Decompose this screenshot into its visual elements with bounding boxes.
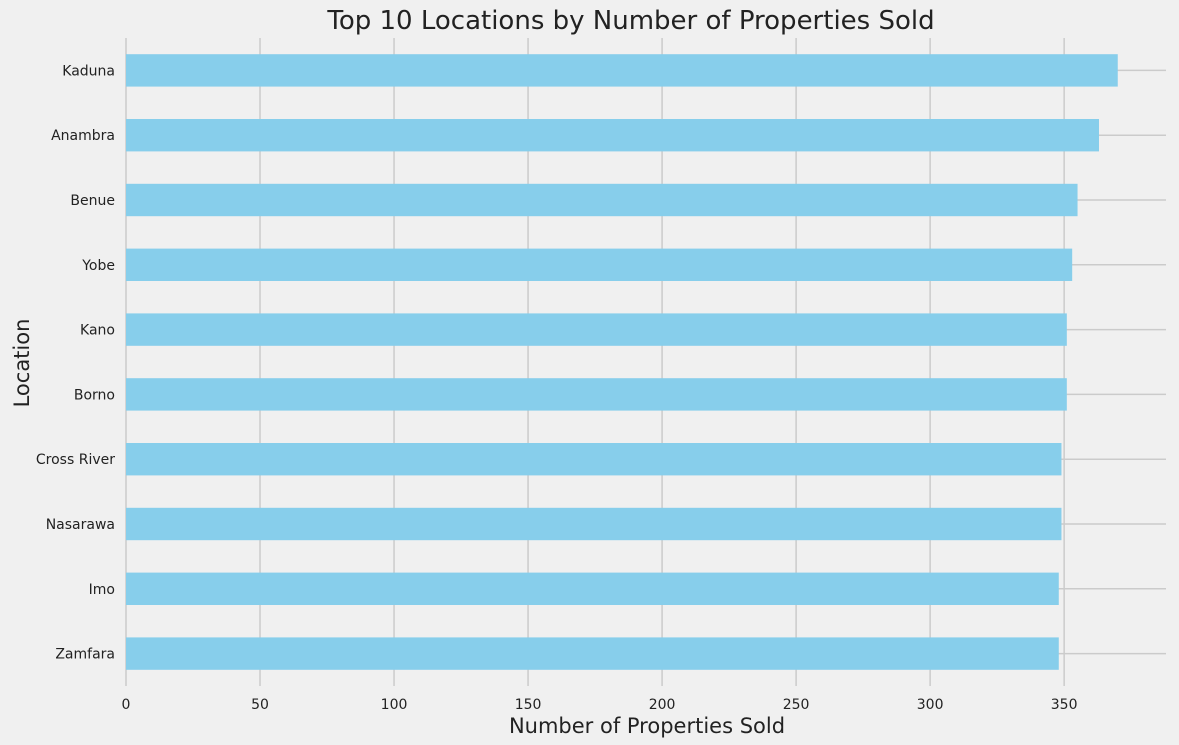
bar-benue	[126, 183, 1078, 217]
y-tick-label: Borno	[74, 387, 115, 403]
bar-cross-river	[126, 443, 1062, 476]
x-axis-title: Number of Properties Sold	[509, 714, 785, 738]
bar-borno	[126, 378, 1067, 411]
x-tick-label: 250	[783, 697, 810, 713]
x-tick-label: 200	[649, 697, 676, 713]
y-axis-title: Location	[10, 319, 34, 408]
y-tick-labels: Kaduna Anambra Benue Yobe Kano Borno Cross Riv…	[36, 63, 115, 662]
x-tick-label: 0	[122, 697, 131, 713]
bar-zamfara	[126, 637, 1059, 670]
x-tick-label: 50	[251, 697, 269, 713]
bar-nasarawa	[126, 507, 1062, 541]
bar-imo	[126, 572, 1059, 605]
bar-yobe	[126, 248, 1073, 281]
x-tick-label: 350	[1051, 697, 1078, 713]
y-tick-label: Kaduna	[62, 63, 115, 79]
bar-kano	[126, 313, 1067, 346]
y-tick-label: Yobe	[81, 258, 115, 274]
y-tick-label: Imo	[89, 582, 115, 598]
y-tick-label: Kano	[80, 323, 115, 339]
y-tick-label: Benue	[70, 193, 115, 209]
bar-kaduna	[126, 54, 1118, 87]
x-tick-label: 150	[515, 697, 542, 713]
x-tick-labels: 0 50 100 150 200 250 300 350	[122, 697, 1078, 713]
y-tick-label: Anambra	[51, 128, 115, 144]
x-tick-label: 100	[381, 697, 408, 713]
y-tick-label: Zamfara	[55, 647, 115, 663]
y-tick-label: Nasarawa	[46, 517, 115, 533]
x-tick-label: 300	[917, 697, 944, 713]
bar-anambra	[126, 119, 1099, 152]
chart-title: Top 10 Locations by Number of Properties…	[326, 6, 934, 36]
y-tick-label: Cross River	[36, 452, 115, 468]
bars	[126, 54, 1118, 670]
